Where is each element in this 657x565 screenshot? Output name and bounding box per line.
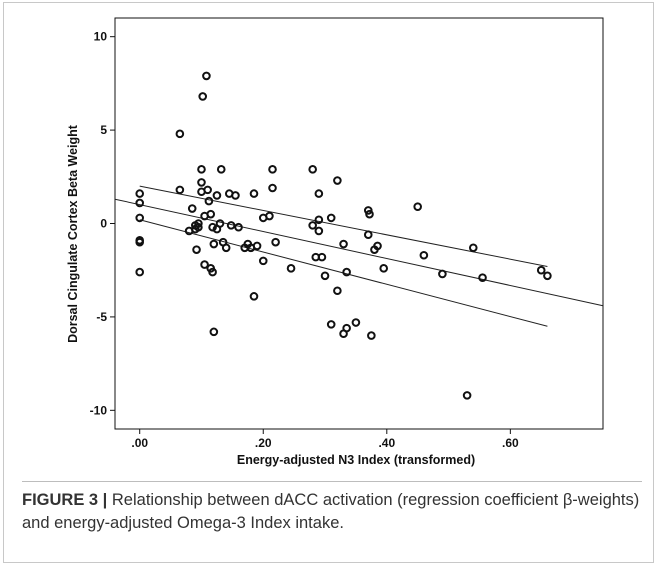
data-point: [202, 71, 211, 81]
data-point: [308, 165, 317, 174]
data-point: [203, 185, 212, 195]
data-point: [135, 198, 145, 208]
figure-caption: FIGURE 3 | Relationship between dACC act…: [22, 489, 647, 535]
data-point: [333, 176, 342, 185]
data-point: [320, 271, 330, 281]
data-point: [468, 243, 478, 253]
data-point: [135, 237, 145, 247]
data-point: [333, 286, 342, 296]
y-tick-label: 5: [100, 123, 107, 137]
data-point: [200, 260, 209, 269]
caption-label: FIGURE 3 |: [22, 491, 108, 509]
data-point: [271, 237, 280, 247]
data-point: [326, 213, 336, 223]
data-point: [317, 252, 327, 262]
x-tick-label: .60: [502, 436, 519, 450]
y-tick-label: -5: [96, 310, 107, 324]
data-point: [197, 178, 206, 187]
y-tick-label: 10: [94, 30, 108, 44]
data-point: [206, 209, 216, 219]
data-point: [234, 222, 243, 232]
caption-text: Relationship between dACC activation (re…: [22, 491, 640, 532]
scatter-plot: 10 5 0 -5 -10 .00 .20 .40 .60 Energy-adjusted N3…: [66, 17, 604, 467]
data-point: [536, 265, 546, 275]
x-tick-label: .40: [378, 436, 395, 450]
x-tick-label: .00: [131, 436, 148, 450]
data-point: [175, 185, 185, 195]
data-point: [194, 219, 203, 228]
data-point: [135, 267, 145, 277]
data-point: [204, 196, 214, 206]
data-point: [314, 215, 324, 225]
data-point: [543, 271, 552, 281]
data-point: [314, 226, 324, 236]
data-point: [192, 245, 201, 254]
data-point: [342, 323, 351, 333]
plot-frame: [114, 17, 604, 430]
data-point: [226, 221, 236, 230]
data-point: [342, 267, 351, 277]
data-point: [209, 327, 219, 337]
data-point: [215, 219, 225, 228]
data-point: [314, 189, 324, 198]
data-point: [209, 239, 219, 249]
data-point: [197, 165, 206, 174]
data-point: [268, 183, 277, 193]
tick-labels: 10 5 0 -5 -10 .00 .20 .40 .60: [90, 30, 519, 450]
data-point: [249, 292, 259, 301]
data-point: [419, 250, 429, 260]
data-points: [135, 71, 552, 400]
data-point: [286, 264, 296, 273]
data-point: [216, 165, 226, 174]
regression-line: [139, 185, 548, 267]
data-point: [367, 331, 376, 340]
data-point: [212, 191, 222, 200]
data-point: [265, 211, 274, 221]
data-point: [365, 209, 374, 219]
data-point: [363, 230, 373, 240]
plot-axes: [110, 17, 604, 434]
caption-divider: [22, 481, 642, 482]
data-point: [175, 129, 185, 139]
data-point: [249, 189, 259, 198]
data-point: [208, 267, 217, 277]
data-point: [187, 204, 197, 213]
data-point: [326, 320, 336, 329]
data-point: [221, 243, 231, 253]
data-point: [135, 213, 145, 223]
x-axis-label: Energy-adjusted N3 Index (transformed): [237, 453, 475, 467]
data-point: [478, 273, 487, 282]
data-point: [198, 92, 208, 101]
data-point: [208, 222, 217, 232]
data-point: [351, 318, 361, 327]
data-point: [339, 239, 348, 249]
data-point: [379, 264, 389, 273]
x-tick-label: .20: [255, 436, 272, 450]
data-point: [268, 165, 277, 174]
y-axis-label: Dorsal Cingulate Cortex Beta Weight: [66, 124, 80, 343]
data-point: [258, 256, 268, 266]
data-point: [413, 202, 422, 211]
data-point: [462, 391, 472, 400]
figure-panel: 10 5 0 -5 -10 .00 .20 .40 .60 Energy-adjusted N3…: [3, 2, 654, 563]
data-point: [373, 241, 382, 251]
y-tick-label: 0: [100, 217, 107, 231]
data-point: [308, 221, 317, 230]
data-point: [438, 269, 447, 279]
y-tick-label: -10: [90, 403, 108, 417]
data-point: [194, 222, 203, 232]
data-point: [231, 191, 240, 200]
regression-line: [114, 198, 604, 307]
data-point: [135, 189, 145, 198]
data-point: [252, 241, 262, 251]
